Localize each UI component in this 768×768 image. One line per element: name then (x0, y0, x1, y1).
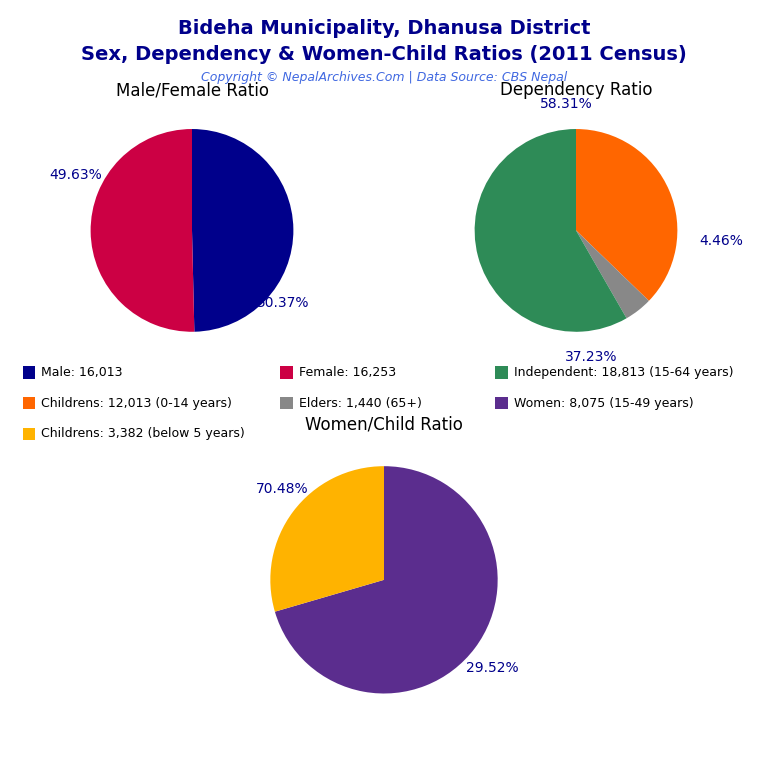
Text: Elders: 1,440 (65+): Elders: 1,440 (65+) (299, 397, 422, 409)
Text: Childrens: 3,382 (below 5 years): Childrens: 3,382 (below 5 years) (41, 428, 245, 440)
Wedge shape (275, 466, 498, 694)
Text: Childrens: 12,013 (0-14 years): Childrens: 12,013 (0-14 years) (41, 397, 233, 409)
Text: Copyright © NepalArchives.Com | Data Source: CBS Nepal: Copyright © NepalArchives.Com | Data Sou… (201, 71, 567, 84)
Text: 49.63%: 49.63% (49, 167, 102, 182)
Text: Sex, Dependency & Women-Child Ratios (2011 Census): Sex, Dependency & Women-Child Ratios (20… (81, 45, 687, 64)
Text: Independent: 18,813 (15-64 years): Independent: 18,813 (15-64 years) (514, 366, 733, 379)
Wedge shape (475, 129, 627, 332)
Text: Women: 8,075 (15-49 years): Women: 8,075 (15-49 years) (514, 397, 694, 409)
Title: Women/Child Ratio: Women/Child Ratio (305, 415, 463, 433)
Wedge shape (91, 129, 194, 332)
Text: Male: 16,013: Male: 16,013 (41, 366, 123, 379)
Text: Female: 16,253: Female: 16,253 (299, 366, 396, 379)
Title: Male/Female Ratio: Male/Female Ratio (115, 81, 269, 99)
Wedge shape (576, 129, 677, 301)
Text: 50.37%: 50.37% (257, 296, 310, 310)
Wedge shape (192, 129, 293, 332)
Text: 70.48%: 70.48% (256, 482, 308, 496)
Text: 4.46%: 4.46% (700, 233, 743, 247)
Title: Dependency Ratio: Dependency Ratio (500, 81, 652, 99)
Text: 29.52%: 29.52% (465, 661, 518, 676)
Wedge shape (576, 230, 649, 318)
Wedge shape (270, 466, 384, 611)
Text: 58.31%: 58.31% (539, 97, 592, 111)
Text: 37.23%: 37.23% (565, 350, 617, 364)
Text: Bideha Municipality, Dhanusa District: Bideha Municipality, Dhanusa District (177, 19, 591, 38)
